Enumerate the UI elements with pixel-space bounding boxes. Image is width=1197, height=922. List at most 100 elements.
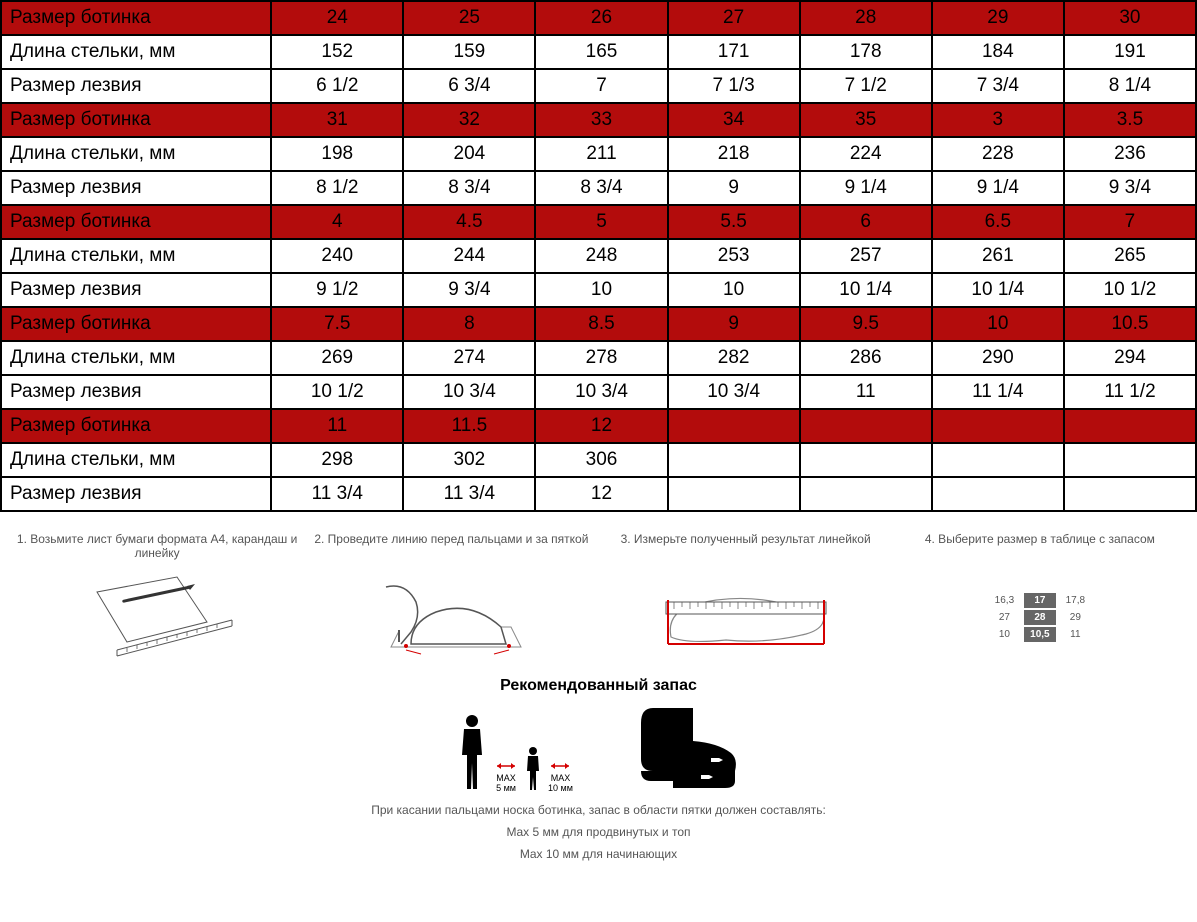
table-cell: 244 bbox=[403, 239, 535, 273]
table-cell bbox=[668, 409, 800, 443]
mini-cell: 16,3 bbox=[989, 593, 1020, 608]
mini-cell: 17,8 bbox=[1060, 593, 1091, 608]
table-cell: 278 bbox=[535, 341, 667, 375]
mini-size-table: 16,3 17 17,8 27 28 29 10 10,5 11 bbox=[985, 591, 1095, 644]
table-row: Размер ботинка7.588.599.51010.5 bbox=[1, 307, 1196, 341]
table-row: Размер лезвия11 3/411 3/412 bbox=[1, 477, 1196, 511]
adult-max-label: MAX5 мм bbox=[496, 773, 516, 793]
mini-cell: 27 bbox=[989, 610, 1020, 625]
step-1-title: 1. Возьмите лист бумаги формата А4, кара… bbox=[15, 532, 299, 562]
table-cell: 9 bbox=[668, 171, 800, 205]
table-cell: 11 3/4 bbox=[403, 477, 535, 511]
row-label: Размер ботинка bbox=[1, 103, 271, 137]
recommendation-section: Рекомендованный запас MAX5 мм bbox=[0, 672, 1197, 881]
table-cell: 11.5 bbox=[403, 409, 535, 443]
table-cell: 211 bbox=[535, 137, 667, 171]
table-cell: 298 bbox=[271, 443, 403, 477]
table-cell: 269 bbox=[271, 341, 403, 375]
size-chart-table: Размер ботинка24252627282930Длина стельк… bbox=[0, 0, 1197, 512]
table-cell: 4 bbox=[271, 205, 403, 239]
table-cell: 274 bbox=[403, 341, 535, 375]
table-cell: 10 1/4 bbox=[800, 273, 932, 307]
mini-cell-highlight: 17 bbox=[1024, 593, 1055, 608]
row-label: Размер ботинка bbox=[1, 409, 271, 443]
table-cell: 33 bbox=[535, 103, 667, 137]
table-cell: 7 1/2 bbox=[800, 69, 932, 103]
row-label: Длина стельки, мм bbox=[1, 35, 271, 69]
table-cell: 8 1/4 bbox=[1064, 69, 1196, 103]
row-label: Размер лезвия bbox=[1, 171, 271, 205]
table-cell: 35 bbox=[800, 103, 932, 137]
mini-cell: 10 bbox=[989, 627, 1020, 642]
table-cell: 248 bbox=[535, 239, 667, 273]
measure-foot-icon bbox=[646, 572, 846, 662]
table-cell: 253 bbox=[668, 239, 800, 273]
mini-cell-highlight: 10,5 bbox=[1024, 627, 1055, 642]
row-label: Размер ботинка bbox=[1, 205, 271, 239]
table-cell: 10 1/2 bbox=[1064, 273, 1196, 307]
mini-cell: 11 bbox=[1060, 627, 1091, 642]
table-cell: 228 bbox=[932, 137, 1064, 171]
table-cell: 9 3/4 bbox=[1064, 171, 1196, 205]
table-cell: 10 3/4 bbox=[403, 375, 535, 409]
table-cell bbox=[1064, 443, 1196, 477]
table-cell: 8 1/2 bbox=[271, 171, 403, 205]
row-label: Размер лезвия bbox=[1, 69, 271, 103]
table-cell: 294 bbox=[1064, 341, 1196, 375]
child-silhouette-icon bbox=[522, 745, 544, 793]
table-cell: 184 bbox=[932, 35, 1064, 69]
table-cell bbox=[1064, 477, 1196, 511]
row-label: Размер лезвия bbox=[1, 375, 271, 409]
table-cell: 9 1/2 bbox=[271, 273, 403, 307]
table-cell: 11 3/4 bbox=[271, 477, 403, 511]
table-cell: 10 3/4 bbox=[535, 375, 667, 409]
table-cell: 7 1/3 bbox=[668, 69, 800, 103]
table-cell: 4.5 bbox=[403, 205, 535, 239]
table-cell bbox=[932, 443, 1064, 477]
table-cell: 11 1/2 bbox=[1064, 375, 1196, 409]
instruction-step-1: 1. Возьмите лист бумаги формата А4, кара… bbox=[10, 532, 304, 662]
table-cell bbox=[1064, 409, 1196, 443]
table-cell bbox=[932, 477, 1064, 511]
table-cell: 29 bbox=[932, 1, 1064, 35]
recommendation-graphics: MAX5 мм MAX10 мм bbox=[0, 703, 1197, 793]
step-2-title: 2. Проведите линию перед пальцами и за п… bbox=[309, 532, 593, 562]
table-cell: 9 1/4 bbox=[932, 171, 1064, 205]
table-row: Размер лезвия6 1/26 3/477 1/37 1/27 3/48… bbox=[1, 69, 1196, 103]
table-cell bbox=[668, 443, 800, 477]
recommendation-text-2: Max 5 мм для продвинутых и топ bbox=[0, 825, 1197, 839]
mini-cell-highlight: 28 bbox=[1024, 610, 1055, 625]
table-cell: 8 bbox=[403, 307, 535, 341]
table-cell: 204 bbox=[403, 137, 535, 171]
step-3-title: 3. Измерьте полученный результат линейко… bbox=[604, 532, 888, 562]
table-row: Размер ботинка313233343533.5 bbox=[1, 103, 1196, 137]
table-cell: 32 bbox=[403, 103, 535, 137]
table-cell: 282 bbox=[668, 341, 800, 375]
instruction-step-3: 3. Измерьте полученный результат линейко… bbox=[599, 532, 893, 662]
table-cell: 25 bbox=[403, 1, 535, 35]
trace-foot-icon bbox=[351, 572, 551, 662]
table-cell: 10 1/2 bbox=[271, 375, 403, 409]
table-cell: 306 bbox=[535, 443, 667, 477]
table-cell: 8.5 bbox=[535, 307, 667, 341]
table-cell: 265 bbox=[1064, 239, 1196, 273]
paper-pencil-ruler-icon bbox=[67, 572, 247, 662]
table-row: Размер лезвия9 1/29 3/4101010 1/410 1/41… bbox=[1, 273, 1196, 307]
table-cell: 7 bbox=[535, 69, 667, 103]
table-cell: 198 bbox=[271, 137, 403, 171]
table-cell: 261 bbox=[932, 239, 1064, 273]
table-cell: 11 bbox=[271, 409, 403, 443]
table-cell: 9 bbox=[668, 307, 800, 341]
table-cell: 178 bbox=[800, 35, 932, 69]
table-cell: 6 bbox=[800, 205, 932, 239]
instruction-step-4: 4. Выберите размер в таблице с запасом 1… bbox=[893, 532, 1187, 662]
table-cell bbox=[800, 477, 932, 511]
table-cell: 257 bbox=[800, 239, 932, 273]
table-cell: 10 bbox=[535, 273, 667, 307]
table-cell: 286 bbox=[800, 341, 932, 375]
row-label: Длина стельки, мм bbox=[1, 443, 271, 477]
table-row: Размер лезвия8 1/28 3/48 3/499 1/49 1/49… bbox=[1, 171, 1196, 205]
recommendation-text-3: Max 10 мм для начинающих bbox=[0, 847, 1197, 861]
table-cell: 5 bbox=[535, 205, 667, 239]
table-cell: 10 bbox=[668, 273, 800, 307]
